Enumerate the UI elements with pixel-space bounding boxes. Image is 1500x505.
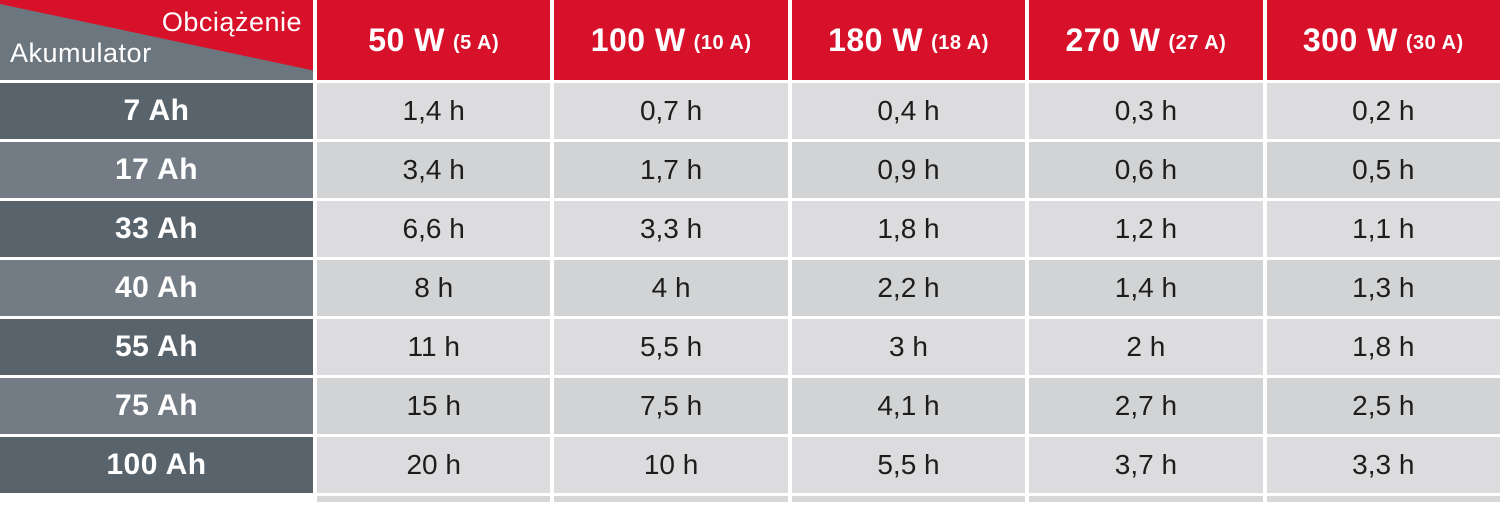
row-label-55ah: 55 Ah [0, 319, 313, 375]
header-row: Obciążenie Akumulator 50 W (5 A) 100 W (… [0, 0, 1500, 80]
table-row: 100 Ah 20 h 10 h 5,5 h 3,7 h 3,3 h [0, 437, 1500, 493]
runtime-cell: 0,7 h [554, 83, 788, 139]
current-label: (30 A) [1405, 31, 1464, 54]
runtime-cell: 6,6 h [317, 201, 551, 257]
runtime-cell: 2,7 h [1029, 378, 1263, 434]
runtime-cell: 11 h [317, 319, 551, 375]
runtime-cell: 1,8 h [1266, 319, 1500, 375]
table-row: 55 Ah 11 h 5,5 h 3 h 2 h 1,8 h [0, 319, 1500, 375]
current-label: (27 A) [1168, 31, 1227, 54]
battery-axis-label: Akumulator [10, 38, 152, 68]
runtime-cell: 3,4 h [317, 142, 551, 198]
runtime-cell: 2,2 h [791, 260, 1026, 316]
runtime-cell: 3,3 h [554, 201, 788, 257]
row-label-33ah: 33 Ah [0, 201, 313, 257]
runtime-cell: 0,6 h [1029, 142, 1263, 198]
row-label-75ah: 75 Ah [0, 378, 313, 434]
runtime-cell: 4,1 h [791, 378, 1026, 434]
column-header-270w: 270 W (27 A) [1029, 0, 1263, 80]
row-label-17ah: 17 Ah [0, 142, 313, 198]
column-header-300w: 300 W (30 A) [1266, 0, 1500, 80]
table-row: 33 Ah 6,6 h 3,3 h 1,8 h 1,2 h 1,1 h [0, 201, 1500, 257]
table-row: 75 Ah 15 h 7,5 h 4,1 h 2,7 h 2,5 h [0, 378, 1500, 434]
runtime-cell: 0,4 h [791, 83, 1026, 139]
runtime-cell: 0,3 h [1029, 83, 1263, 139]
power-label: 100 W [590, 21, 686, 58]
cropped-bottom-row [0, 496, 1500, 502]
runtime-cell: 1,8 h [791, 201, 1026, 257]
row-label-100ah: 100 Ah [0, 437, 313, 493]
runtime-cell: 1,3 h [1266, 260, 1500, 316]
runtime-cell: 1,2 h [1029, 201, 1263, 257]
runtime-cell: 1,4 h [317, 83, 551, 139]
runtime-cell: 7,5 h [554, 378, 788, 434]
table-row: 17 Ah 3,4 h 1,7 h 0,9 h 0,6 h 0,5 h [0, 142, 1500, 198]
runtime-cell: 3,7 h [1029, 437, 1263, 493]
runtime-cell: 1,7 h [554, 142, 788, 198]
row-label-40ah: 40 Ah [0, 260, 313, 316]
load-axis-label: Obciążenie [161, 7, 302, 37]
runtime-cell: 2,5 h [1266, 378, 1500, 434]
current-label: (5 A) [452, 31, 500, 54]
runtime-cell: 20 h [317, 437, 551, 493]
runtime-cell: 5,5 h [791, 437, 1026, 493]
column-header-100w: 100 W (10 A) [554, 0, 788, 80]
runtime-cell: 0,2 h [1266, 83, 1500, 139]
runtime-cell: 0,5 h [1266, 142, 1500, 198]
runtime-cell: 2 h [1029, 319, 1263, 375]
column-header-50w: 50 W (5 A) [317, 0, 551, 80]
row-label-7ah: 7 Ah [0, 83, 313, 139]
runtime-cell: 3 h [791, 319, 1026, 375]
runtime-cell: 10 h [554, 437, 788, 493]
current-label: (10 A) [693, 31, 752, 54]
runtime-cell: 8 h [317, 260, 551, 316]
current-label: (18 A) [931, 31, 989, 54]
power-label: 300 W [1302, 21, 1398, 58]
runtime-cell: 15 h [317, 378, 551, 434]
runtime-cell: 0,9 h [791, 142, 1026, 198]
runtime-cell: 1,4 h [1029, 260, 1263, 316]
runtime-cell: 4 h [554, 260, 788, 316]
runtime-cell: 5,5 h [554, 319, 788, 375]
table-row: 40 Ah 8 h 4 h 2,2 h 1,4 h 1,3 h [0, 260, 1500, 316]
power-label: 50 W [368, 21, 445, 58]
power-label: 270 W [1065, 21, 1161, 58]
corner-header-cell: Obciążenie Akumulator [0, 0, 313, 80]
runtime-cell: 1,1 h [1266, 201, 1500, 257]
power-label: 180 W [828, 21, 924, 58]
column-header-180w: 180 W (18 A) [791, 0, 1026, 80]
table-row: 7 Ah 1,4 h 0,7 h 0,4 h 0,3 h 0,2 h [0, 83, 1500, 139]
runtime-cell: 3,3 h [1266, 437, 1500, 493]
